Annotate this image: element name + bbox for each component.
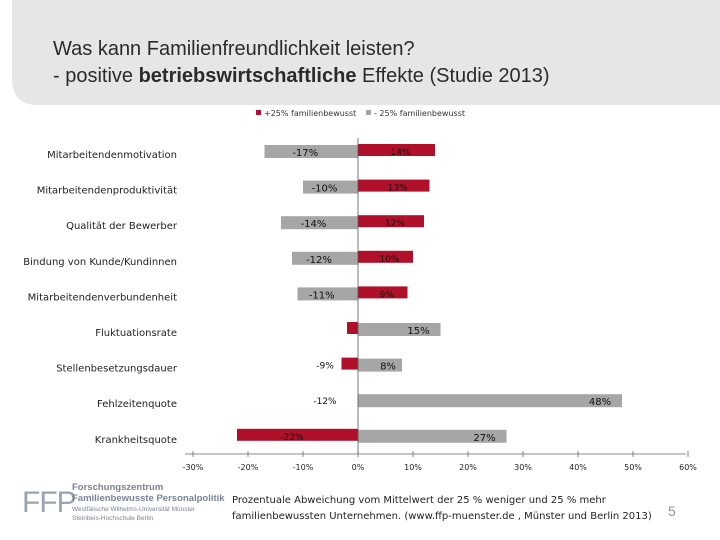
slide-title: Was kann Familienfreundlichkeit leisten?	[53, 38, 415, 60]
bar-red	[358, 215, 424, 228]
slide-header: Was kann Familienfreundlichkeit leisten?…	[0, 0, 720, 105]
bar-red	[358, 144, 435, 156]
subtitle-suffix: Effekte (Studie 2013)	[356, 65, 550, 87]
data-label-gray: -10%	[312, 184, 338, 195]
data-label-red: -9%	[316, 362, 334, 372]
x-tick-label: 60%	[679, 463, 697, 472]
bar-gray	[358, 394, 622, 408]
bar-gray	[281, 216, 358, 230]
category-label: Krankheitsquote	[95, 435, 177, 446]
data-label-gray: -17%	[292, 148, 318, 159]
data-label-red: -22%	[280, 433, 304, 443]
category-label: Fluktuationsrate	[95, 328, 177, 339]
category-label: Mitarbeitendenverbundenheit	[28, 292, 177, 303]
legend-swatch-2	[366, 110, 371, 115]
logo-mark: FFP	[22, 486, 77, 519]
x-tick-label: 10%	[404, 463, 422, 472]
bar-red	[341, 357, 358, 370]
category-label: Mitarbeitendenproduktivität	[37, 186, 177, 197]
ffp-logo: FFP Forschungszentrum Familienbewusste P…	[22, 482, 225, 536]
category-label: Bindung von Kunde/Kundinnen	[23, 257, 177, 268]
header-band-shape	[12, 0, 720, 105]
data-label-gray: -14%	[301, 219, 327, 230]
bar-red	[237, 428, 358, 441]
x-tick-label: 40%	[569, 463, 587, 472]
subtitle-bold: betriebswirtschaftliche	[138, 65, 357, 87]
bar-gray	[358, 323, 441, 336]
legend-label-2: - 25% familienbewusst	[374, 109, 465, 118]
category-label: Mitarbeitendenmotivation	[47, 150, 177, 161]
legend-label-1: +25% familienbewusst	[264, 109, 356, 118]
data-label-gray: -11%	[309, 290, 335, 301]
header-band	[12, 0, 720, 105]
logo-line1: Forschungszentrum	[72, 482, 164, 493]
x-tick-label: 50%	[624, 463, 642, 472]
data-label-red: -12%	[313, 397, 337, 407]
x-tick-label: -10%	[293, 463, 314, 472]
slide-subtitle: - positive betriebswirtschaftliche Effek…	[53, 65, 550, 88]
category-label: Fehlzeitenquote	[97, 399, 177, 410]
logo-line2: Familienbewusste Personalpolitik	[72, 493, 225, 504]
data-label-red: 10%	[379, 255, 399, 265]
bar-gray	[297, 287, 358, 301]
logo-line4: Steinbeis-Hochschule Berlin	[72, 515, 154, 522]
bar-chart: +25% familienbewusst - 25% familienbewuss…	[23, 109, 697, 472]
x-tick-label: -30%	[183, 463, 204, 472]
bar-gray	[358, 358, 402, 372]
category-label: Stellenbesetzungsdauer	[56, 364, 178, 375]
bar-gray	[264, 145, 358, 158]
category-label: Qualität der Bewerber	[66, 221, 178, 232]
data-label-red: 14%	[390, 148, 410, 158]
bar-red	[347, 322, 358, 334]
data-label-red: 12%	[385, 219, 405, 229]
data-label-gray: 8%	[380, 362, 396, 373]
bar-red	[358, 250, 413, 263]
data-label-red: 9%	[380, 290, 395, 300]
subtitle-prefix: - positive	[53, 65, 139, 87]
bar-gray	[292, 251, 358, 265]
bar-red	[358, 286, 408, 299]
footnote: Prozentuale Abweichung vom Mittelwert de…	[232, 495, 652, 522]
bar-gray	[358, 429, 507, 443]
x-tick-label: -20%	[238, 463, 259, 472]
bar-gray	[303, 180, 358, 194]
data-label-gray: 48%	[589, 397, 611, 408]
x-tick-label: 0%	[352, 463, 365, 472]
data-label-red: 13%	[388, 184, 408, 194]
data-label-gray: 27%	[473, 433, 495, 444]
bar-red	[358, 179, 430, 192]
x-tick-label: 20%	[459, 463, 477, 472]
x-tick-label: 30%	[514, 463, 532, 472]
page-number: 5	[668, 503, 676, 519]
data-label-gray: 15%	[407, 326, 429, 337]
logo-line3: Westfälische Wilhelms-Universität Münste…	[72, 506, 196, 513]
legend-swatch-1	[256, 110, 261, 115]
data-label-gray: -12%	[306, 255, 332, 266]
